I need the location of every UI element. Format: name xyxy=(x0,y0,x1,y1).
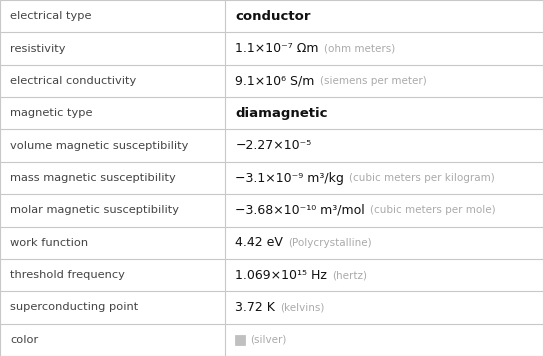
Text: (siemens per meter): (siemens per meter) xyxy=(320,76,426,86)
Text: (hertz): (hertz) xyxy=(332,270,367,280)
Text: electrical conductivity: electrical conductivity xyxy=(10,76,136,86)
Text: (Polycrystalline): (Polycrystalline) xyxy=(288,238,372,248)
Text: (silver): (silver) xyxy=(250,335,286,345)
Text: (ohm meters): (ohm meters) xyxy=(324,43,395,53)
Text: (cubic meters per kilogram): (cubic meters per kilogram) xyxy=(349,173,495,183)
Text: superconducting point: superconducting point xyxy=(10,303,138,313)
Text: 3.72 K: 3.72 K xyxy=(235,301,275,314)
Text: color: color xyxy=(10,335,38,345)
Text: 4.42 eV: 4.42 eV xyxy=(235,236,283,249)
Text: 1.1×10⁻⁷ Ωm: 1.1×10⁻⁷ Ωm xyxy=(235,42,319,55)
Text: (cubic meters per mole): (cubic meters per mole) xyxy=(370,205,496,215)
Text: 1.069×10¹⁵ Hz: 1.069×10¹⁵ Hz xyxy=(235,268,327,282)
Text: molar magnetic susceptibility: molar magnetic susceptibility xyxy=(10,205,179,215)
Text: mass magnetic susceptibility: mass magnetic susceptibility xyxy=(10,173,176,183)
Text: conductor: conductor xyxy=(235,10,311,23)
Text: diamagnetic: diamagnetic xyxy=(235,107,328,120)
Text: magnetic type: magnetic type xyxy=(10,108,92,118)
Text: resistivity: resistivity xyxy=(10,43,66,53)
Text: (kelvins): (kelvins) xyxy=(280,303,325,313)
Text: −3.1×10⁻⁹ m³/kg: −3.1×10⁻⁹ m³/kg xyxy=(235,172,344,184)
Text: work function: work function xyxy=(10,238,88,248)
Text: threshold frequency: threshold frequency xyxy=(10,270,125,280)
Text: −2.27×10⁻⁵: −2.27×10⁻⁵ xyxy=(235,139,312,152)
Text: volume magnetic susceptibility: volume magnetic susceptibility xyxy=(10,141,188,151)
Text: 9.1×10⁶ S/m: 9.1×10⁶ S/m xyxy=(235,74,315,88)
Text: electrical type: electrical type xyxy=(10,11,92,21)
Text: −3.68×10⁻¹⁰ m³/mol: −3.68×10⁻¹⁰ m³/mol xyxy=(235,204,365,217)
Bar xyxy=(235,335,245,345)
